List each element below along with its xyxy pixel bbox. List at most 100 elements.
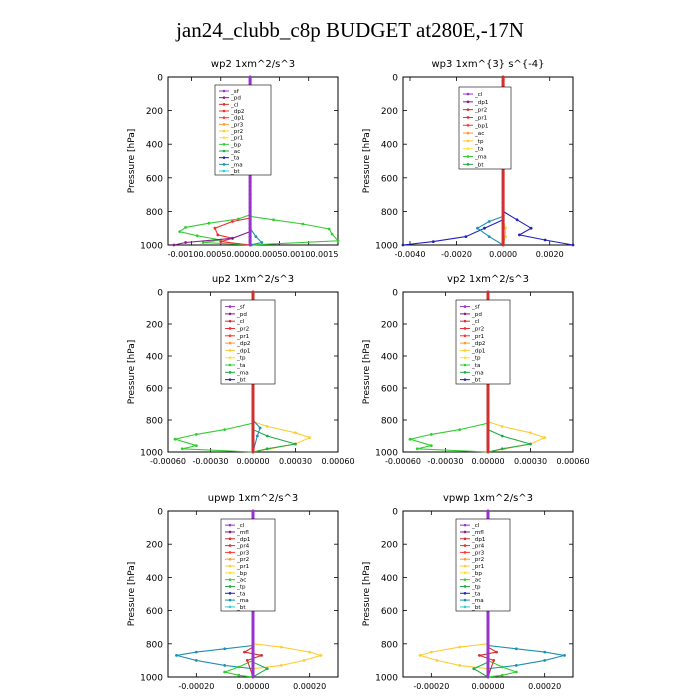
chart-6-center-marker [486,634,490,637]
chart-1-series-pr1 [178,77,252,246]
chart-2-legend-label: _ma [474,155,487,161]
chart-6-point-bp [514,670,518,674]
chart-6-ytick-label: 200 [381,541,398,551]
chart-3-point-dp1 [194,433,198,436]
chart-1-center-marker [248,75,252,79]
chart-1-legend-marker [222,169,226,173]
chart-4-legend-marker [463,305,467,308]
chart-3-xtick-label: 0.00030 [279,457,312,466]
chart-3-legend-marker [228,319,232,323]
chart-2-point-pr1 [504,235,507,239]
chart-1-title: wp2 1xm^2/s^3 [211,59,295,70]
chart-1-point-bp [301,222,305,226]
chart-5-center-marker [251,513,255,517]
chart-3-point-dp2 [265,447,269,451]
chart-5-center-marker [251,629,255,633]
chart-4-legend-label: _bt [471,378,481,384]
chart-6-legend-label: _mfl [471,530,484,536]
chart-5-ytick-label: 800 [146,640,163,650]
chart-2-center-marker [501,222,505,226]
chart-1-point-pd [184,241,188,244]
chart-5-point-bp [237,673,241,677]
chart-1-legend-marker [222,103,226,106]
chart-4-point-pr1 [529,431,532,435]
chart-3-ytick-label: 0 [157,289,163,299]
chart-6-point-ac [472,667,476,671]
chart-6-center-marker [486,617,490,621]
chart-2-point-ta [543,238,547,242]
chart-5-point-pr1 [308,650,312,654]
chart-1-legend-label: _bp [230,142,241,148]
chart-6-y-axis-label: Pressure [hPa] [362,562,372,627]
chart-4-point-dp1 [408,437,412,441]
chart-4-point-dp1 [415,447,419,451]
chart-5-legend-label: _tp [236,584,246,590]
chart-1-center-marker [248,193,252,197]
chart-5-point-ac [265,667,269,671]
chart-3-center-marker [251,410,255,414]
chart-4-ytick-label: 0 [392,289,398,299]
chart-4: vp2 1xm^2/s^3 0 200 400 600 800 1000 Pressure [… [362,274,590,466]
chart-5-legend-label: _ta [236,591,245,597]
chart-2-xtick-label: 0.0020 [536,250,564,259]
chart-6-legend-label: _cl [471,523,480,529]
chart-4-legend-marker [463,341,467,345]
chart-1-point-pr1 [184,226,188,229]
chart-6-point-pr1 [435,659,439,662]
chart-2-center-marker [501,243,505,247]
chart-6-xtick-label: -0.00020 [413,682,449,691]
chart-1-point-dp1 [216,233,220,237]
chart-6-center-marker [486,629,490,633]
chart-6-center-marker [486,621,490,625]
chart-3: up2 1xm^2/s^3 0 200 400 600 800 1000 Pressure [… [127,274,355,466]
chart-1-center-marker [248,205,252,209]
chart-3-legend-marker [228,341,232,345]
chart-4-ytick-label: 1000 [375,449,398,459]
chart-2-xtick-label: -0.0020 [441,250,472,259]
chart-1: wp2 1xm^2/s^3 0 200 400 600 800 1000 Pressure [… [127,59,340,259]
chart-3-center-marker [251,418,255,422]
chart-2-ytick-label: 0 [392,74,398,84]
chart-3-center-marker [251,394,255,398]
chart-3-xtick-label: -0.00030 [193,457,229,466]
chart-2-center-marker [501,83,505,87]
chart-4-y-axis-label: Pressure [hPa] [362,340,372,405]
chart-5-ytick-label: 200 [146,541,163,551]
chart-2-point-ma [487,220,491,223]
chart-3-legend-label: _ta [236,363,245,369]
chart-3-legend-marker [228,312,232,316]
chart-5-legend-marker [228,564,232,568]
chart-1-legend-label: _cl [230,102,239,108]
chart-2-legend-label: _pr2 [474,108,487,114]
chart-6-center-marker [486,513,490,517]
chart-3-point-dp1 [180,447,184,451]
chart-3-ytick-label: 600 [146,385,163,395]
chart-1-legend-label: _pd [230,96,241,102]
chart-3-y-axis-label: Pressure [hPa] [127,340,137,405]
chart-4-xtick-label: -0.00030 [428,457,464,466]
chart-6-point-ma [543,650,547,654]
chart-1-ytick-label: 800 [146,208,163,218]
chart-2-legend-label: _cl [474,92,483,98]
chart-4-legend-label: _dp2 [471,341,485,347]
chart-6-point-pr1 [418,654,422,657]
chart-2-point-pr1 [504,226,507,230]
chart-5-point-pr1 [279,664,283,667]
chart-1-legend-label: _ma [230,162,243,168]
chart-1-point-pr1 [207,221,211,225]
chart-6-legend-marker [463,564,467,568]
chart-4-point-dp2 [529,442,532,446]
chart-2-center-marker [501,214,505,218]
chart-4-center-marker [486,414,490,418]
chart-6-legend-label: _bt [471,605,481,611]
chart-6-legend-marker [463,523,467,527]
chart-2-legend-marker [466,108,470,111]
chart-5-legend-marker [228,537,232,541]
chart-3-center-marker [251,442,255,446]
chart-4-ytick-label: 200 [381,321,398,331]
chart-1-point-dp1 [213,226,217,230]
chart-6-legend-label: _dp1 [471,537,486,543]
chart-1-point-bp [330,232,334,236]
chart-1-point-ac [254,235,258,239]
chart-4-center-marker [486,446,490,450]
